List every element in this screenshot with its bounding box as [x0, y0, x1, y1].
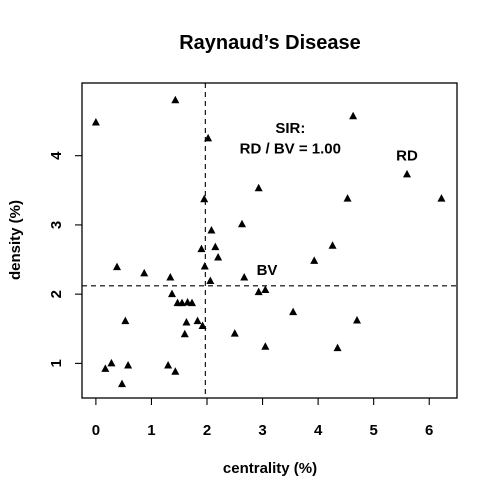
data-point	[197, 244, 206, 253]
annotations: SIR: RD / BV = 1.00 RD BV	[240, 120, 418, 279]
x-axis-label: centrality (%)	[223, 460, 317, 477]
annotation-label: RD / BV = 1.00	[240, 141, 341, 158]
annotation-label: SIR:	[275, 120, 305, 137]
data-point	[121, 316, 130, 325]
data-point	[206, 276, 215, 284]
data-point	[238, 219, 246, 228]
data-point	[188, 298, 196, 307]
annotation-label: BV	[257, 262, 278, 279]
data-point	[200, 194, 209, 203]
data-point	[289, 307, 298, 316]
data-point	[211, 242, 220, 251]
data-point	[168, 289, 176, 298]
data-point	[403, 169, 411, 178]
data-point	[349, 111, 358, 120]
data-point	[240, 273, 249, 281]
chart-title: Raynaud’s Disease	[179, 32, 361, 54]
x-tick-label: 1	[147, 422, 155, 439]
data-point	[140, 268, 149, 277]
data-point	[333, 343, 342, 352]
data-point	[171, 95, 180, 104]
data-point	[353, 315, 361, 324]
data-point	[261, 285, 270, 293]
x-tick-label: 4	[314, 422, 323, 439]
data-point	[261, 342, 270, 350]
x-tick-label: 0	[92, 422, 100, 439]
data-point	[113, 262, 121, 271]
data-point	[164, 360, 173, 369]
plot-frame	[81, 82, 458, 399]
x-tick-label: 3	[258, 422, 266, 439]
y-tick-label: 3	[48, 221, 65, 229]
data-point	[328, 241, 337, 249]
data-point	[171, 367, 180, 375]
data-point	[207, 225, 216, 234]
data-point	[254, 183, 263, 192]
data-point	[173, 298, 182, 307]
y-tick-label: 4	[48, 151, 65, 160]
data-point	[343, 194, 352, 202]
data-point	[101, 364, 110, 372]
data-point	[204, 133, 213, 142]
data-point	[180, 329, 189, 338]
x-tick-label: 5	[369, 422, 377, 439]
data-point	[107, 358, 116, 367]
data-point	[214, 252, 223, 261]
data-point	[118, 379, 126, 388]
data-point	[166, 273, 175, 281]
data-point	[230, 329, 239, 337]
data-point	[193, 316, 202, 325]
data-point	[182, 318, 191, 326]
data-point	[200, 261, 209, 270]
y-axis: 1 2 3 4	[48, 151, 82, 368]
data-point	[91, 117, 100, 126]
x-axis: 0 1 2 3 4 5 6	[92, 398, 433, 439]
data-point	[198, 321, 207, 329]
data-point	[310, 256, 319, 264]
data-point	[124, 360, 133, 369]
x-tick-label: 6	[425, 422, 433, 439]
y-tick-label: 1	[48, 359, 65, 367]
y-tick-label: 2	[48, 290, 65, 298]
data-points	[91, 95, 446, 388]
annotation-label: RD	[396, 148, 418, 165]
data-point	[437, 194, 446, 202]
y-axis-label: density (%)	[7, 200, 24, 280]
x-tick-label: 2	[203, 422, 211, 439]
data-point	[254, 287, 263, 296]
